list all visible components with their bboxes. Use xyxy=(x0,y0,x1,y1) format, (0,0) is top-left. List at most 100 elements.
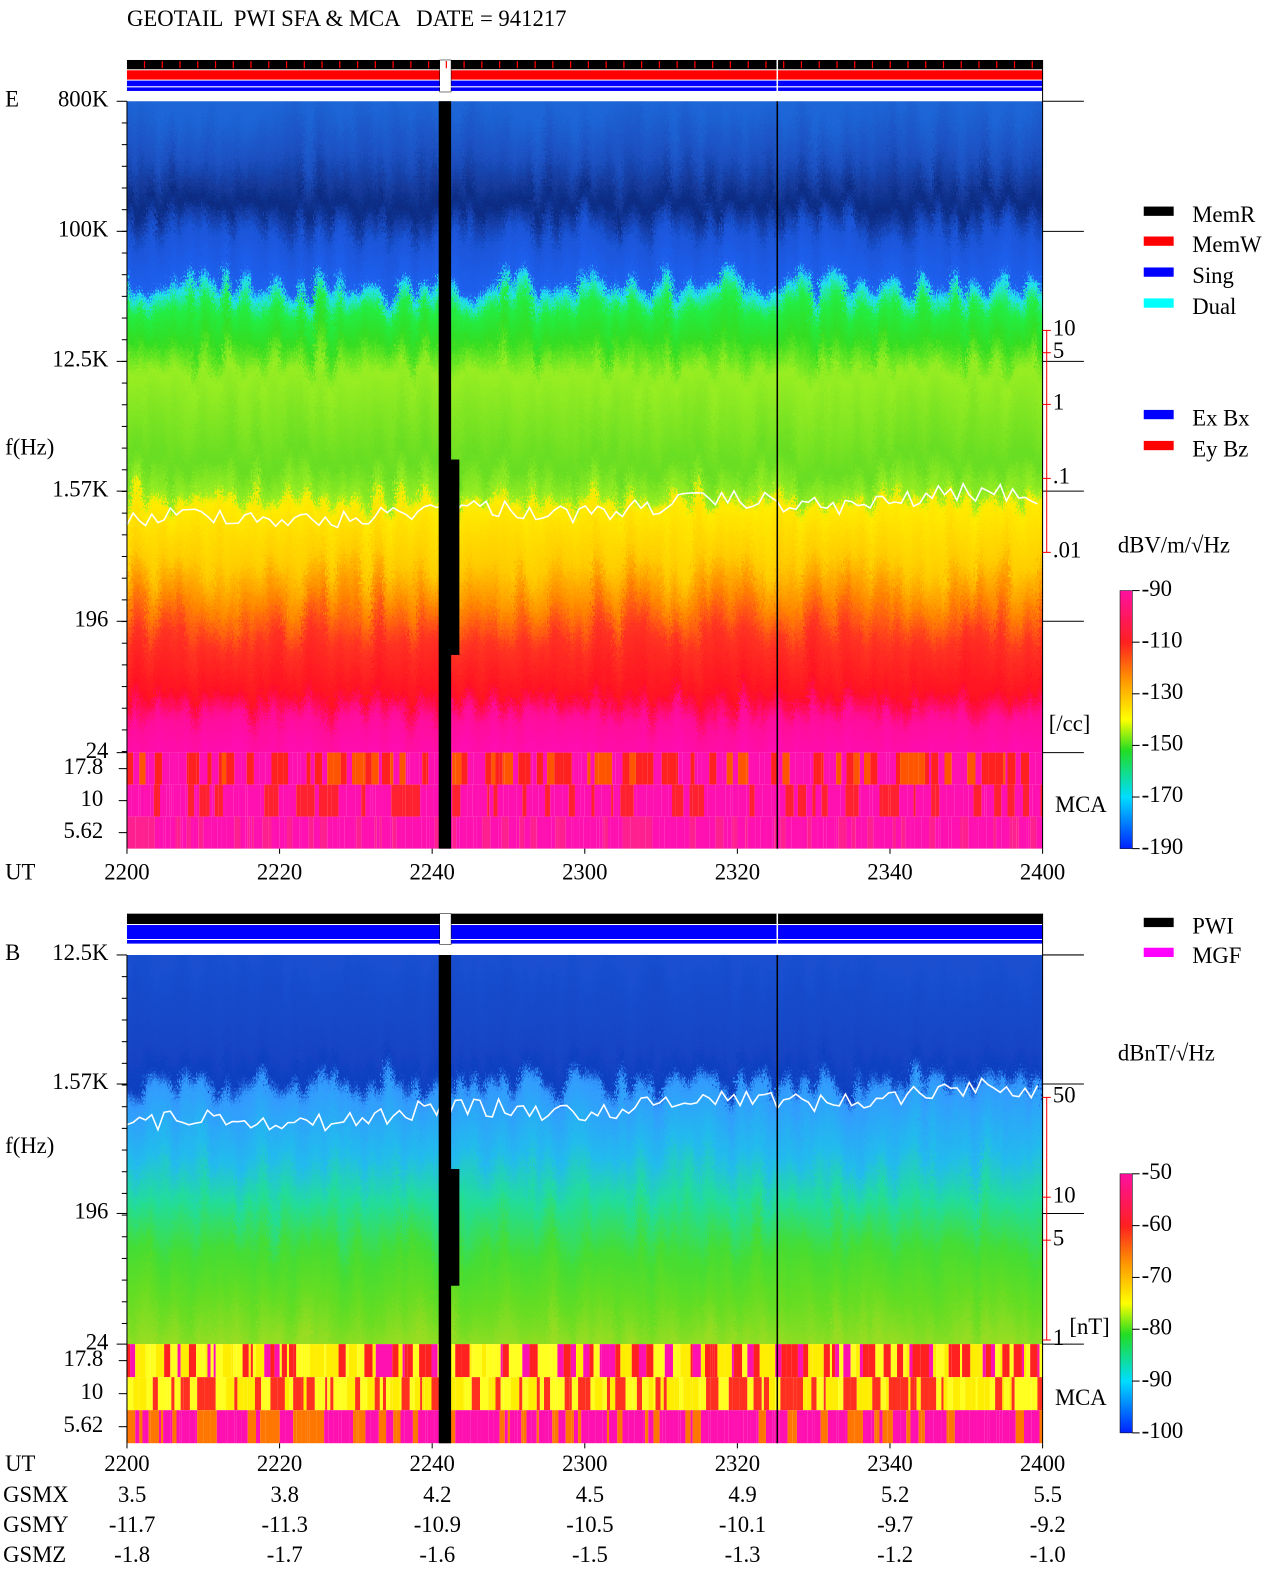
mca-texture xyxy=(876,1410,880,1444)
colorbar-label: dBnT/√Hz xyxy=(1118,1040,1215,1065)
mca-texture xyxy=(563,752,572,785)
mca-texture xyxy=(683,784,690,817)
mca-channel-label: 17.8 xyxy=(64,754,104,779)
mca-texture xyxy=(982,1344,986,1378)
mca-texture xyxy=(929,1377,937,1411)
mca-texture xyxy=(178,752,187,785)
mca-texture xyxy=(609,1410,618,1444)
mca-texture xyxy=(289,1377,294,1411)
mca-texture xyxy=(277,1377,285,1411)
mca-texture xyxy=(853,752,860,785)
mca-texture xyxy=(1030,1344,1038,1378)
mca-texture xyxy=(622,752,625,785)
mca-texture xyxy=(738,784,747,817)
mca-texture xyxy=(962,1344,971,1378)
mca-texture xyxy=(967,752,976,785)
legend-swatch xyxy=(1143,409,1174,420)
mca-texture xyxy=(472,784,479,817)
y2-tick-label: .1 xyxy=(1053,464,1070,489)
mca-texture xyxy=(419,752,423,785)
mca-texture xyxy=(285,1410,294,1444)
mca-texture xyxy=(900,752,909,785)
mca-texture xyxy=(995,752,1004,785)
mca-texture xyxy=(996,1410,1000,1444)
mca-texture xyxy=(210,1410,217,1444)
spectrogram-texture xyxy=(126,954,1043,1345)
mca-texture xyxy=(873,816,880,849)
mca-texture xyxy=(747,816,756,849)
mca-texture xyxy=(139,1410,143,1444)
mca-texture xyxy=(532,784,539,817)
mca-texture xyxy=(909,1344,913,1378)
orbit-value: -11.7 xyxy=(109,1512,155,1537)
mca-texture xyxy=(656,1344,665,1378)
mca-texture xyxy=(386,1410,394,1444)
mca-texture xyxy=(307,1410,310,1444)
mca-texture xyxy=(692,784,699,817)
mca-texture xyxy=(316,1410,325,1444)
mca-texture xyxy=(879,784,883,817)
mca-texture xyxy=(538,784,543,817)
mca-texture xyxy=(163,816,166,849)
mca-texture xyxy=(579,816,584,849)
mca-texture xyxy=(456,816,460,849)
mca-texture xyxy=(260,1410,266,1444)
mca-texture xyxy=(995,1377,1003,1411)
mca-texture xyxy=(463,816,467,849)
mca-texture xyxy=(254,1377,262,1411)
mca-texture xyxy=(599,816,603,849)
mca-texture xyxy=(814,1410,821,1444)
mca-texture xyxy=(896,784,900,817)
mca-texture xyxy=(542,1344,551,1378)
mca-texture xyxy=(642,1377,649,1411)
mca-texture xyxy=(355,752,364,785)
mca-texture xyxy=(585,1377,591,1411)
mca-texture xyxy=(859,1344,863,1378)
mca-texture xyxy=(638,816,646,849)
mca-texture xyxy=(920,1344,930,1378)
mca-texture xyxy=(670,816,677,849)
mca-texture xyxy=(181,1410,190,1444)
mca-texture xyxy=(568,784,575,817)
mca-texture xyxy=(412,784,421,817)
chart-title: GEOTAIL PWI SFA & MCA DATE = 941217 xyxy=(127,6,567,31)
mca-texture xyxy=(798,1410,808,1444)
mca-texture xyxy=(175,816,178,849)
mca-texture xyxy=(375,1344,384,1378)
mca-texture xyxy=(778,752,783,785)
mca-texture xyxy=(1028,816,1031,849)
mca-texture xyxy=(185,784,188,817)
mca-texture xyxy=(1024,1344,1027,1378)
mca-texture xyxy=(209,784,213,817)
mca-texture xyxy=(910,1377,915,1411)
orbit-value: 4.5 xyxy=(576,1482,604,1507)
mca-texture xyxy=(431,1344,434,1378)
mca-texture xyxy=(1013,1344,1022,1378)
mca-texture xyxy=(954,784,964,817)
mca-texture xyxy=(750,1410,757,1444)
mca-texture xyxy=(892,816,896,849)
mca-texture xyxy=(948,816,952,849)
mca-texture xyxy=(1022,784,1030,817)
mca-texture xyxy=(590,752,595,785)
mca-texture xyxy=(542,784,546,817)
mca-texture xyxy=(433,1344,438,1378)
mca-texture xyxy=(196,1344,204,1378)
mca-texture xyxy=(234,1377,238,1411)
mca-texture xyxy=(584,784,592,817)
mca-texture xyxy=(868,1344,876,1378)
mca-texture xyxy=(236,1344,243,1378)
mca-texture xyxy=(663,1377,667,1411)
mca-texture xyxy=(573,752,579,785)
mca-texture xyxy=(716,752,723,785)
mca-texture xyxy=(286,1344,290,1378)
mca-texture xyxy=(608,784,612,817)
mca-texture xyxy=(341,1410,350,1444)
mca-texture xyxy=(787,1410,793,1444)
mca-texture xyxy=(826,816,835,849)
mca-texture xyxy=(226,816,235,849)
mca-texture xyxy=(455,1344,462,1378)
mca-texture xyxy=(870,752,878,785)
mca-texture xyxy=(161,1410,164,1444)
mca-texture xyxy=(346,1377,356,1411)
